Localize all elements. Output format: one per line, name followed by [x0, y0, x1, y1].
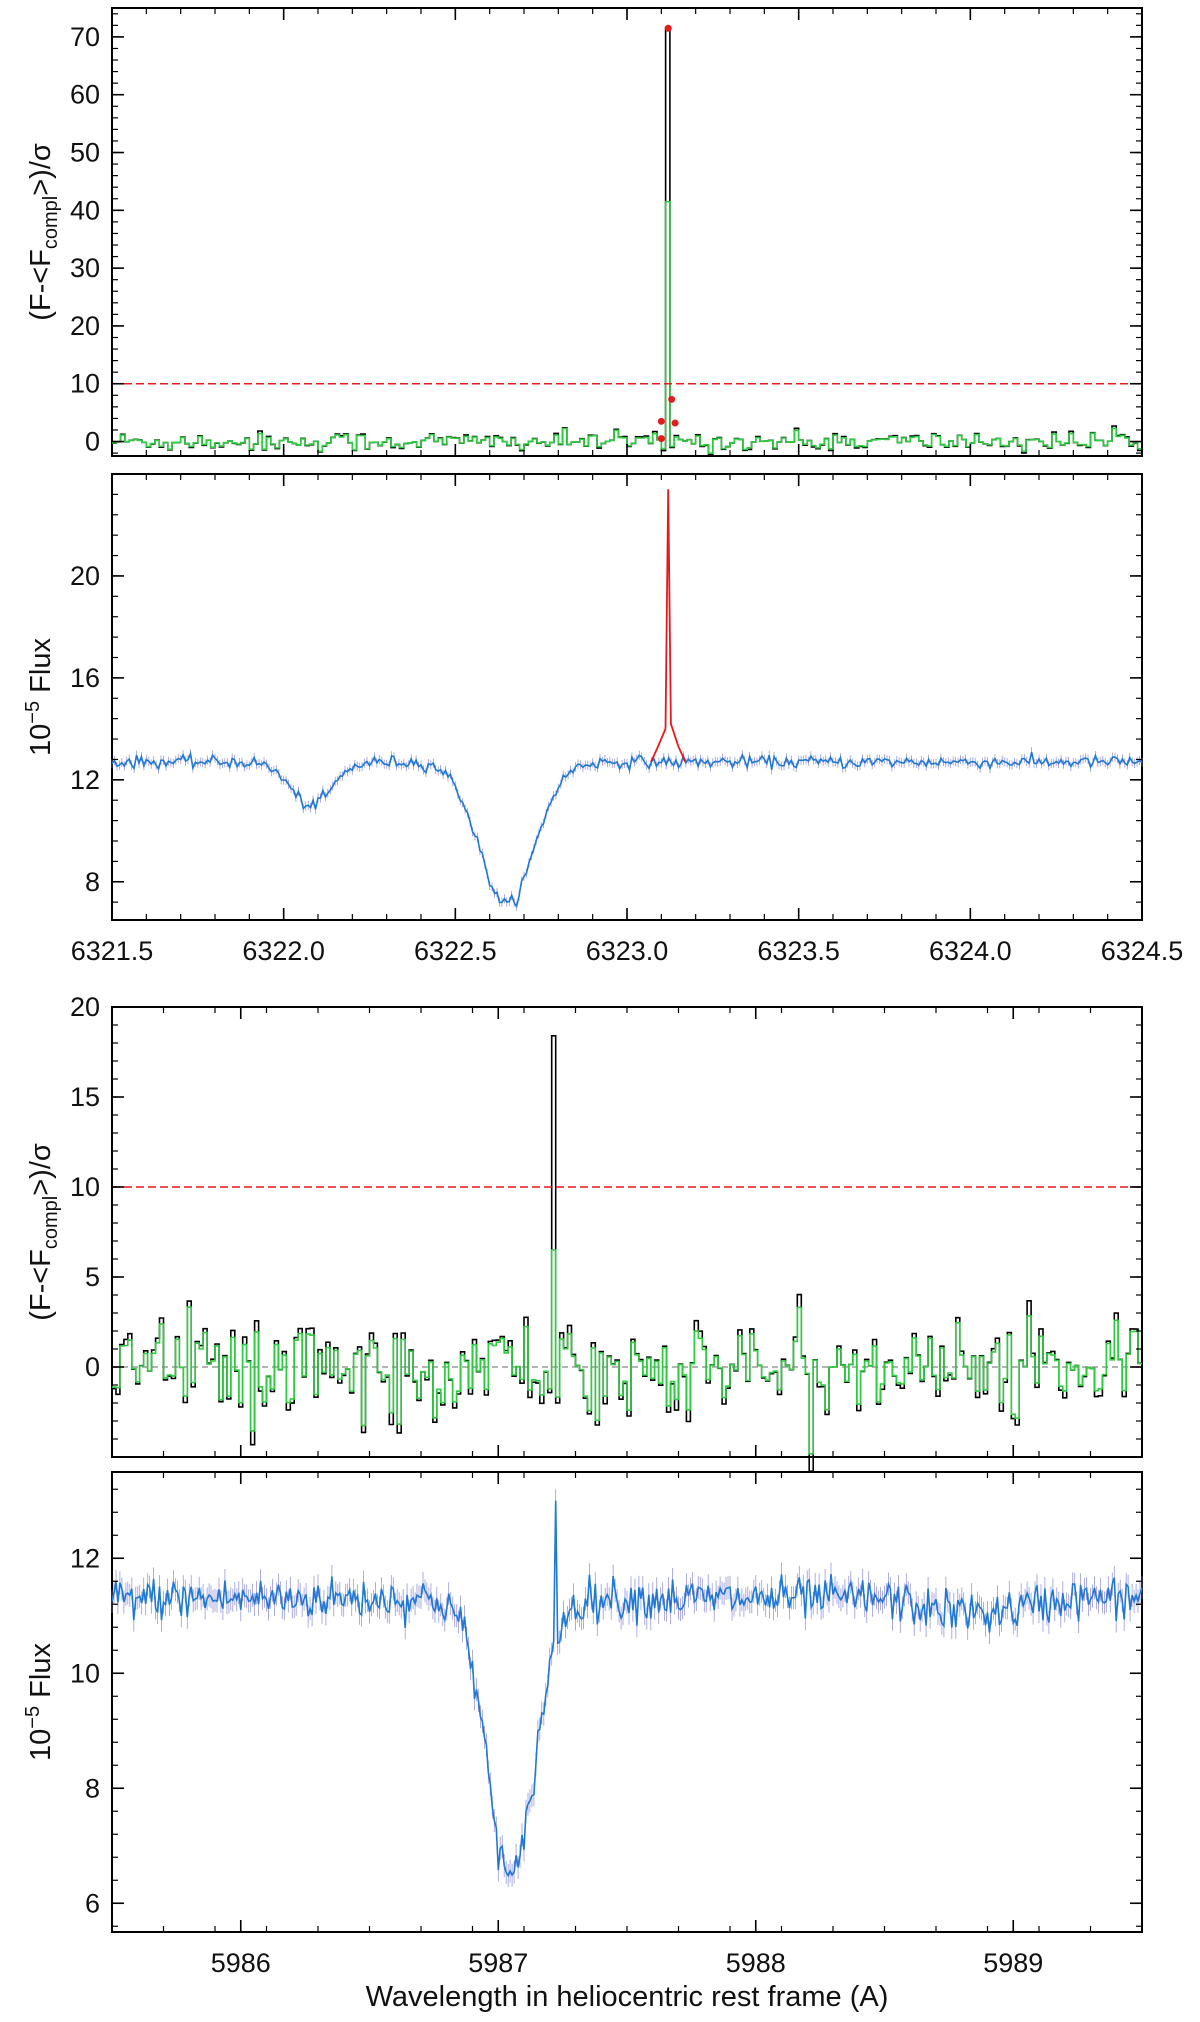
y-label-pre: 10 — [25, 1729, 57, 1761]
panel-top-flux: 10−5 Flux 8 12 16 20 6321.5 6322.0 6322.5 6323.… — [22, 473, 1184, 966]
x-tick-label: 6323.5 — [757, 936, 840, 966]
y-tick-label: 20 — [70, 561, 100, 591]
y-tick-label: 0 — [85, 1352, 100, 1382]
y-label-post: Flux — [25, 1643, 57, 1706]
y-label-sub: compl — [40, 196, 62, 249]
plot-frame — [111, 473, 1143, 921]
series-corrected-significance — [112, 1249, 1142, 1455]
y-tick-label: 50 — [70, 138, 100, 168]
x-tick-label: 6321.5 — [71, 936, 154, 966]
flagged-point — [657, 417, 665, 425]
x-tick-label: 6322.5 — [414, 936, 497, 966]
error-bars — [111, 1489, 1143, 1888]
flagged-point — [664, 24, 672, 32]
series-raw-significance — [112, 27, 1142, 455]
y-tick-label: 10 — [70, 369, 100, 399]
y-axis-label: 10−5 Flux — [22, 638, 57, 756]
panel-bottom-flux: 10−5 Flux Wavelength in heliocentric res… — [22, 1471, 1143, 2013]
y-axis-label: (F-<Fcompl>)/σ — [25, 1143, 62, 1321]
x-tick-label: 5986 — [211, 1948, 271, 1978]
x-tick-label: 5989 — [983, 1948, 1043, 1978]
y-tick-label: 16 — [70, 663, 100, 693]
y-tick-label: 5 — [85, 1262, 100, 1292]
error-bars — [111, 747, 1143, 911]
y-label-tail: >)/σ — [25, 1143, 57, 1196]
y-label-exponent: −5 — [22, 1706, 44, 1729]
x-tick-label: 5988 — [726, 1948, 786, 1978]
y-label-main: (F-<F — [25, 249, 57, 321]
y-axis-label: 10−5 Flux — [22, 1643, 57, 1761]
plot-frame — [111, 1471, 1143, 1933]
x-tick-label: 6324.5 — [1101, 936, 1184, 966]
y-label-sub: compl — [40, 1196, 62, 1249]
y-tick-label: 20 — [70, 311, 100, 341]
y-tick-label: 20 — [70, 992, 100, 1022]
y-tick-label: 8 — [85, 867, 100, 897]
panel-top-significance: (F-<Fcompl>)/σ 0 10 20 30 40 50 60 70 — [25, 7, 1143, 457]
y-tick-label: 30 — [70, 253, 100, 283]
y-tick-label: 70 — [70, 22, 100, 52]
plot-frame — [111, 7, 1143, 457]
spectrum-line — [111, 1500, 1143, 1878]
y-tick-label: 60 — [70, 80, 100, 110]
x-tick-label: 6323.0 — [586, 936, 669, 966]
y-tick-label: 10 — [70, 1658, 100, 1688]
flagged-point — [657, 435, 665, 443]
flagged-point — [671, 419, 679, 427]
y-tick-label: 6 — [85, 1888, 100, 1918]
flagged-point — [668, 395, 676, 403]
y-tick-label: 15 — [70, 1082, 100, 1112]
y-tick-label: 10 — [70, 1172, 100, 1202]
series-corrected-significance — [112, 200, 1142, 454]
y-axis-label: (F-<Fcompl>)/σ — [25, 143, 62, 321]
y-label-main: (F-<F — [25, 1249, 57, 1321]
y-label-post: Flux — [25, 638, 57, 701]
x-axis-label: Wavelength in heliocentric rest frame (A… — [366, 1981, 889, 2013]
x-tick-label: 5987 — [468, 1948, 528, 1978]
panel-bottom-significance: (F-<Fcompl>)/σ 0 5 10 15 20 — [25, 992, 1143, 1472]
y-label-exponent: −5 — [22, 701, 44, 724]
emission-line — [650, 489, 687, 763]
spectrum-line — [111, 750, 1143, 909]
y-tick-label: 8 — [85, 1773, 100, 1803]
y-tick-label: 12 — [70, 1543, 100, 1573]
x-tick-label: 6322.0 — [242, 936, 325, 966]
y-label-tail: >)/σ — [25, 143, 57, 196]
x-tick-label: 6324.0 — [929, 936, 1012, 966]
y-tick-label: 12 — [70, 765, 100, 795]
y-label-pre: 10 — [25, 724, 57, 756]
y-tick-label: 40 — [70, 195, 100, 225]
y-tick-label: 0 — [85, 427, 100, 457]
